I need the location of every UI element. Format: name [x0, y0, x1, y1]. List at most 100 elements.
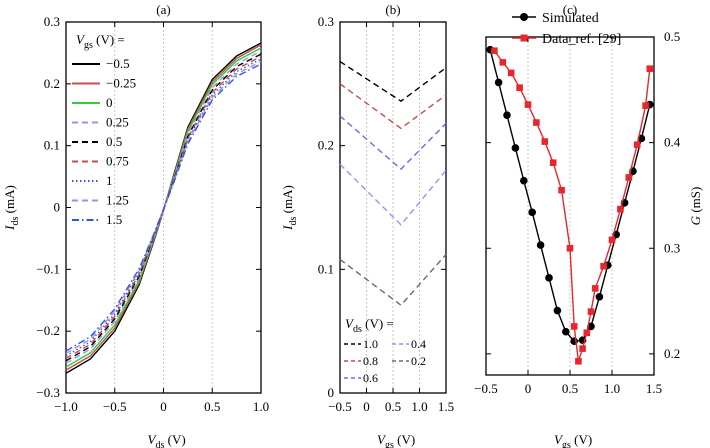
data-point — [503, 111, 511, 119]
panel-a: −1.0 −0.5 0 0.5 1.0 −0.3 −0.2 −0.1 0 0.1 0.2 0.3 (a)… — [2, 2, 269, 448]
panel-b: −0.5 0 0.5 1.0 1.500.10.20.3(b)Vgs (V)Ids (m… — [280, 2, 454, 448]
data-point — [587, 308, 595, 315]
x-tick-label: −0.5 — [474, 381, 498, 396]
legend-label: 0.4 — [411, 337, 426, 351]
data-point — [516, 84, 523, 91]
legend-title: Vgs (V) = — [76, 32, 125, 51]
y-tick-label: 0.5 — [664, 29, 680, 44]
x-tick-label: 0.5 — [562, 381, 578, 396]
y-axis-label: G (mS) — [688, 187, 703, 226]
data-point — [558, 186, 565, 194]
y-axis-label: Ids (mA) — [2, 185, 21, 231]
legend-label: −0.5 — [106, 56, 130, 71]
data-point — [528, 208, 536, 217]
data-point — [625, 174, 633, 181]
data-point — [499, 59, 507, 66]
legend-label: 0.75 — [106, 154, 129, 169]
x-tick-label: 0 — [160, 399, 167, 414]
data-point — [553, 306, 562, 315]
x-tick-label: −0.5 — [103, 399, 127, 414]
data-point — [541, 138, 549, 145]
data-point — [533, 119, 540, 126]
legend-label: 1.25 — [106, 193, 129, 208]
x-tick-label: −0.5 — [328, 399, 352, 414]
data-point — [507, 69, 515, 77]
x-tick-label: 0 — [363, 399, 370, 414]
x-tick-label: 1.0 — [604, 381, 620, 396]
panel-title: (b) — [385, 2, 400, 17]
y-tick-label: 0 — [328, 385, 335, 400]
legend-label: 0.25 — [106, 115, 129, 130]
y-tick-label: −0.1 — [36, 261, 60, 276]
series-line — [339, 254, 447, 307]
data-point — [600, 262, 607, 270]
legend-label: 1 — [106, 173, 113, 188]
legend-label: 0.5 — [106, 134, 122, 149]
y-tick-label: 0.2 — [664, 346, 680, 361]
data-point — [545, 274, 553, 282]
data-point — [595, 293, 604, 301]
x-tick-label: 1.0 — [253, 399, 269, 414]
data-point — [617, 205, 624, 213]
y-tick-label: 0.3 — [664, 240, 680, 255]
data-point — [633, 141, 641, 149]
y-tick-label: −0.2 — [36, 323, 60, 338]
x-tick-label: −1.0 — [54, 399, 78, 414]
panel-c: −0.5 0 0.5 1.0 1.5 0.2 0.3 0.4 0.5 (c) Vgs (V) G (m… — [474, 2, 703, 448]
legend-label: 0.8 — [363, 354, 378, 368]
data-point — [520, 176, 528, 185]
x-tick-label: 0 — [525, 381, 532, 396]
data-point — [524, 101, 532, 108]
y-tick-label: 0.1 — [318, 261, 334, 276]
legend-label: 0.2 — [411, 354, 426, 368]
legend-label: −0.25 — [106, 76, 136, 91]
x-tick-label: 1.5 — [438, 399, 454, 414]
panel-title: (a) — [156, 2, 170, 17]
legend-label: 0 — [106, 95, 113, 110]
data-point — [608, 236, 616, 244]
series-line — [65, 50, 262, 364]
data-point — [491, 47, 498, 55]
data-point — [591, 285, 599, 292]
series-line — [339, 115, 447, 171]
x-axis-label: Vgs (V) — [377, 432, 415, 448]
legend-label: 1.0 — [363, 337, 378, 351]
panel-title: (c) — [563, 2, 577, 17]
x-axis-label: Vds (V) — [148, 432, 186, 448]
y-tick-label: −0.3 — [36, 385, 60, 400]
data-point — [494, 78, 503, 87]
y-tick-label: 0.2 — [44, 76, 60, 91]
data-point — [549, 159, 557, 166]
data-point — [646, 65, 654, 72]
legend-marker — [520, 13, 528, 21]
data-point — [511, 144, 520, 152]
x-tick-label: 1.5 — [646, 381, 662, 396]
y-tick-label: 0.2 — [318, 138, 334, 153]
y-axis-label: Ids (mA) — [280, 185, 299, 231]
x-tick-label: 1.0 — [411, 399, 427, 414]
x-axis-label: Vgs (V) — [554, 432, 592, 448]
data-point — [583, 329, 591, 337]
legend-label: 1.5 — [106, 212, 122, 227]
legend-label: Simulated — [542, 11, 599, 26]
data-point — [642, 102, 649, 109]
data-point — [536, 241, 545, 249]
series-line — [65, 63, 262, 352]
legend-label: Data_ref. [29] — [542, 32, 621, 47]
legend-marker — [520, 34, 528, 42]
data-point — [566, 244, 574, 252]
y-tick-label: 0 — [54, 200, 61, 215]
series-line — [65, 60, 262, 355]
x-tick-label: 0.5 — [385, 399, 401, 414]
legend-title: Vds (V) = — [345, 316, 394, 335]
y-tick-label: 0.1 — [44, 138, 60, 153]
data-point — [562, 327, 570, 336]
legend-label: 0.6 — [363, 371, 378, 385]
x-tick-label: 0.5 — [204, 399, 220, 414]
y-tick-label: 0.3 — [44, 14, 60, 29]
series-line — [339, 163, 447, 226]
data-point — [579, 345, 586, 352]
series-line — [339, 60, 447, 102]
series-line — [339, 83, 447, 130]
